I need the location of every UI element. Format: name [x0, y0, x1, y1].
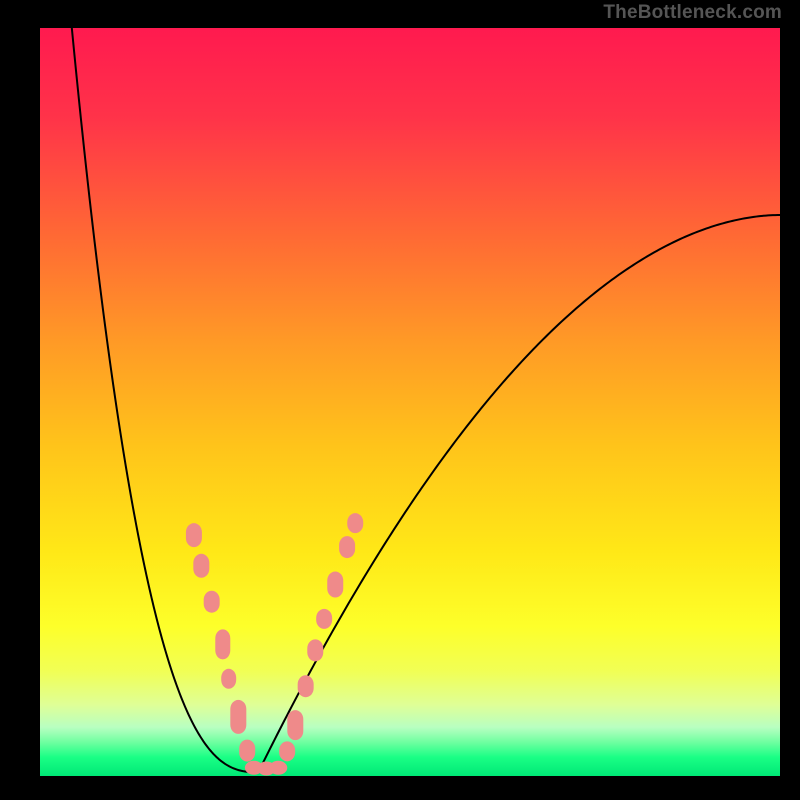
bead — [239, 740, 255, 762]
bead — [221, 669, 236, 689]
bead — [204, 591, 220, 613]
bead — [307, 639, 323, 661]
gradient-background — [40, 28, 780, 776]
bead — [193, 554, 209, 578]
bead — [269, 761, 287, 775]
watermark-text: TheBottleneck.com — [603, 2, 782, 24]
plot-area — [40, 28, 780, 776]
bead — [327, 572, 343, 598]
bead — [298, 675, 314, 697]
bead — [215, 629, 230, 659]
beads-bottom — [245, 761, 287, 776]
bead — [347, 513, 363, 533]
bead — [230, 700, 246, 734]
bead — [339, 536, 355, 558]
bead — [279, 741, 295, 761]
bead — [186, 523, 202, 547]
chart-svg — [40, 28, 780, 776]
bead — [287, 710, 303, 740]
bead — [316, 609, 332, 629]
